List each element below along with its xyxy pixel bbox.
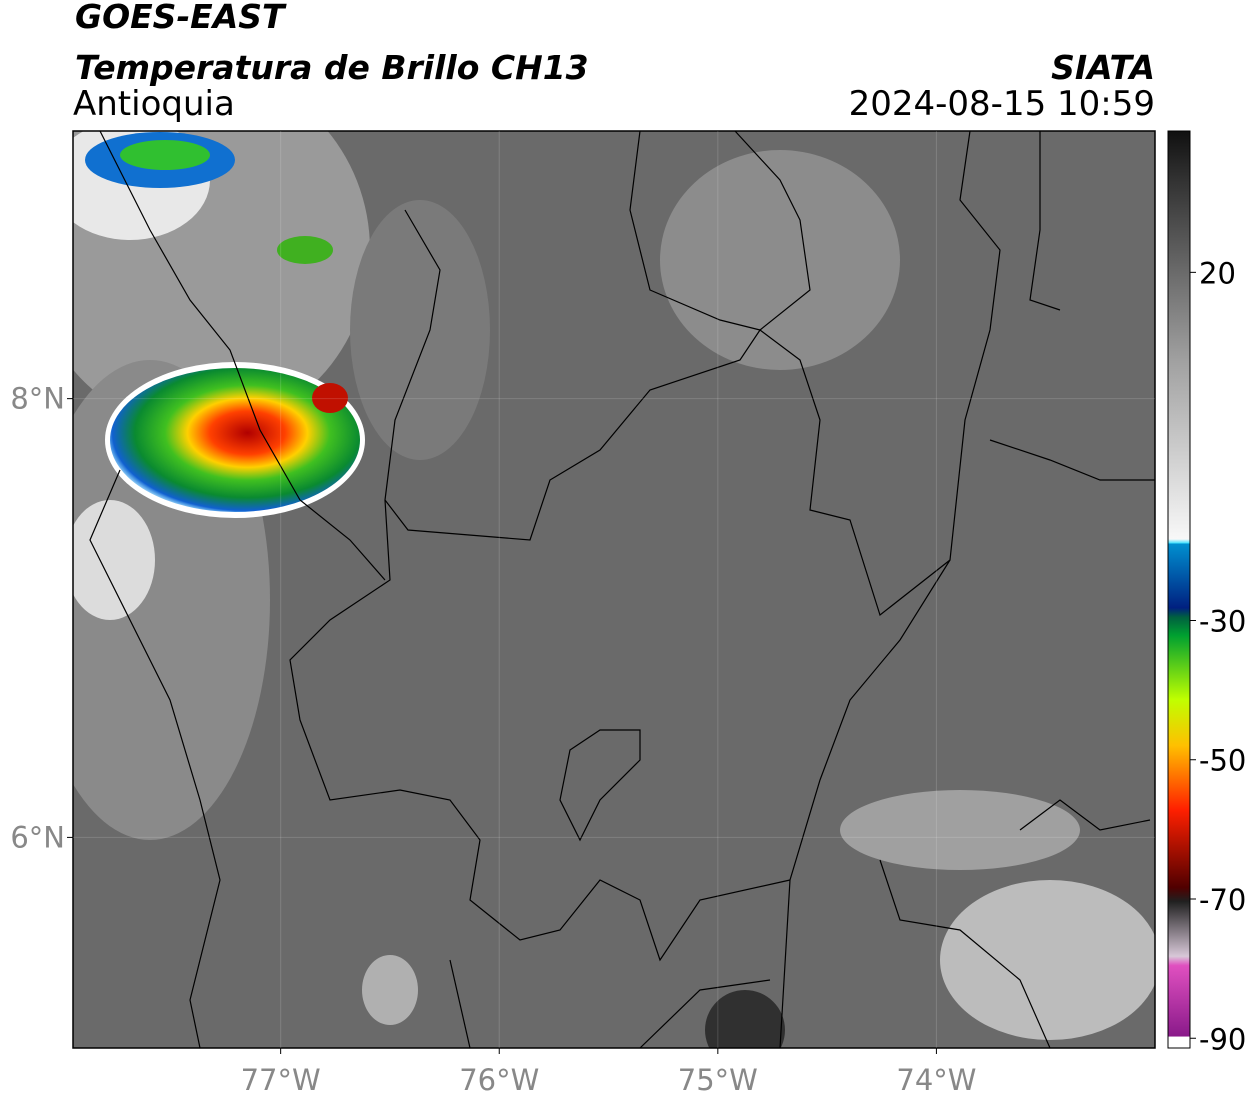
colorbar-tick-label: -50	[1199, 744, 1246, 778]
source: SIATA	[1051, 48, 1155, 87]
x-tick-label: 76°W	[459, 1063, 539, 1097]
subtitle: Temperatura de Brillo CH13	[75, 48, 589, 87]
timestamp: 2024-08-15 10:59	[849, 84, 1155, 124]
x-tick-label: 77°W	[241, 1063, 321, 1097]
x-tick-label: 75°W	[678, 1063, 758, 1097]
colorbar-tick-label: -90	[1199, 1022, 1246, 1056]
x-tick-label: 74°W	[896, 1063, 976, 1097]
region: Antioquia	[73, 84, 235, 124]
colorbar-tick-label: -70	[1199, 883, 1246, 917]
y-tick-label: 8°N	[10, 382, 65, 416]
title: GOES-EAST	[75, 0, 287, 36]
map-frame	[72, 130, 1156, 1049]
colorbar-tick-label: -30	[1199, 604, 1246, 638]
map-image	[73, 131, 1155, 1048]
colorbar	[1167, 130, 1191, 1049]
colorbar-tick-label: 20	[1199, 256, 1236, 290]
y-tick-label: 6°N	[10, 820, 65, 854]
